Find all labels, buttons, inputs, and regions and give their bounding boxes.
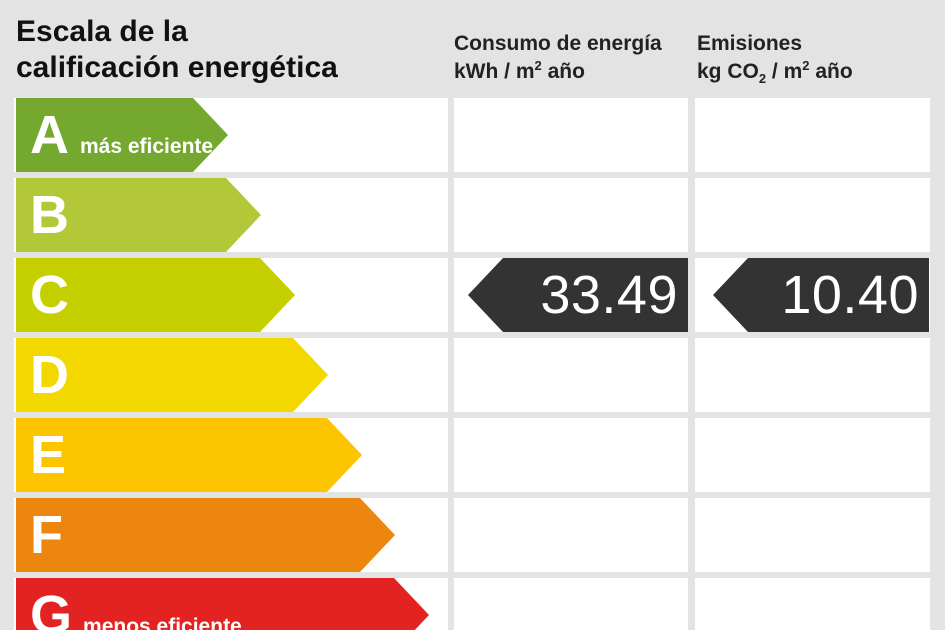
- scale-row-d: D: [0, 338, 945, 412]
- scale-cell: E: [14, 418, 448, 492]
- consumo-header-title: Consumo de energía: [454, 32, 662, 55]
- page-title-line2: calificación energética: [16, 51, 338, 84]
- rating-letter: F: [30, 505, 63, 565]
- emisiones-cell: [695, 418, 930, 492]
- rating-letter: D: [30, 345, 69, 405]
- page-title: Escala de la calificación energética: [16, 14, 338, 86]
- page-title-line1: Escala de la: [16, 15, 188, 48]
- consumo-column-header: Consumo de energía kWh / m2 año: [454, 30, 688, 86]
- scale-cell: D: [14, 338, 448, 412]
- emisiones-cell: [695, 178, 930, 252]
- emisiones-cell: [695, 578, 930, 630]
- scale-row-f: F: [0, 498, 945, 572]
- rating-bar-g: G menos eficiente: [16, 578, 429, 630]
- least-efficient-label: menos eficiente: [83, 615, 242, 630]
- most-efficient-label: más eficiente: [80, 135, 214, 158]
- consumo-cell: 33.49: [454, 258, 688, 332]
- rating-letter: A: [30, 105, 69, 165]
- consumo-cell: [454, 178, 688, 252]
- emisiones-cell: [695, 338, 930, 412]
- emisiones-cell: [695, 98, 930, 172]
- emisiones-cell: 10.40: [695, 258, 930, 332]
- emisiones-header-unit: kg CO2 / m2 año: [697, 58, 853, 87]
- scale-cell: G menos eficiente: [14, 578, 448, 630]
- rating-letter: E: [30, 425, 67, 485]
- rating-bar-d: D: [16, 338, 328, 412]
- scale-cell: B: [14, 178, 448, 252]
- emisiones-value-arrow: 10.40: [713, 258, 929, 332]
- scale-row-e: E: [0, 418, 945, 492]
- rating-letter: G: [30, 585, 73, 630]
- consumo-cell: [454, 498, 688, 572]
- emisiones-column-header: Emisiones kg CO2 / m2 año: [697, 30, 932, 86]
- rating-bar-a: A más eficiente: [16, 98, 228, 172]
- rating-bar-f: F: [16, 498, 395, 572]
- rating-bar-c: C: [16, 258, 295, 332]
- emisiones-cell: [695, 498, 930, 572]
- scale-cell: C: [14, 258, 448, 332]
- consumo-cell: [454, 338, 688, 412]
- scale-row-c: C 33.49 10.40: [0, 258, 945, 332]
- consumo-cell: [454, 578, 688, 630]
- rating-letter: C: [30, 265, 69, 325]
- consumo-header-unit: kWh / m2 año: [454, 58, 585, 83]
- consumo-cell: [454, 98, 688, 172]
- consumo-cell: [454, 418, 688, 492]
- scale-cell: A más eficiente: [14, 98, 448, 172]
- emisiones-header-title: Emisiones: [697, 32, 803, 55]
- scale-row-g: G menos eficiente: [0, 578, 945, 630]
- consumo-value-arrow: 33.49: [468, 258, 688, 332]
- consumo-value: 33.49: [540, 265, 678, 325]
- scale-row-b: B: [0, 178, 945, 252]
- rating-letter: B: [30, 185, 69, 245]
- scale-row-a: A más eficiente: [0, 98, 945, 172]
- emisiones-value: 10.40: [781, 265, 919, 325]
- rating-bar-e: E: [16, 418, 362, 492]
- rating-bar-b: B: [16, 178, 261, 252]
- scale-cell: F: [14, 498, 448, 572]
